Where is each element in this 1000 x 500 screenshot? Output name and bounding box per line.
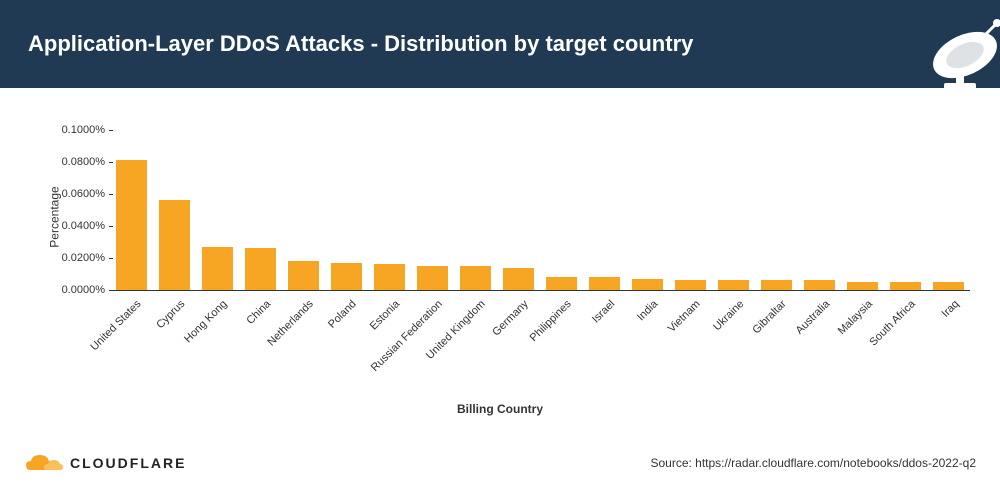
y-tick-label: 0.0800% [62,156,105,168]
x-tick-label: China [244,298,273,327]
bar [116,160,147,290]
bar [890,282,921,290]
bar [546,277,577,290]
source-text: Source: https://radar.cloudflare.com/not… [650,456,976,470]
plot-area [110,130,970,290]
x-tick-label: Malaysia [836,298,875,337]
bar-chart: Percentage Billing Country 0.0000% 0.0200… [0,130,1000,430]
bar [245,248,276,290]
bar [761,280,792,290]
x-tick-label: Ukraine [711,298,746,333]
satellite-dish-icon [900,5,1000,100]
x-tick-label: Philippines [528,298,574,344]
bar [159,200,190,290]
cloudflare-logo: CLOUDFLARE [24,450,186,476]
bar [460,266,491,290]
chart-title: Application-Layer DDoS Attacks - Distrib… [28,31,693,57]
bar [632,279,663,290]
bar [202,247,233,290]
x-axis-line [110,290,970,291]
bar [288,261,319,290]
y-tick-label: 0.0000% [62,284,105,296]
bar [804,280,835,290]
x-tick-label: Israel [589,298,617,326]
x-tick-label: Australia [793,298,832,337]
x-tick-label: Hong Kong [183,298,230,345]
y-axis-label: Percentage [48,186,62,247]
bar [374,264,405,290]
x-tick-label: Cyprus [154,298,187,331]
y-tick-label: 0.0600% [62,188,105,200]
bar [718,280,749,290]
x-tick-label: Vietnam [666,298,703,335]
y-tick-label: 0.0400% [62,220,105,232]
x-tick-label: Germany [491,298,531,338]
x-tick-label: Estonia [368,298,402,332]
bar [675,280,706,290]
bar [933,282,964,290]
y-tick-label: 0.1000% [62,124,105,136]
bar [847,282,878,290]
bar [589,277,620,290]
cloudflare-logo-icon [24,450,64,476]
x-tick-label: Iraq [939,298,961,320]
bar [331,263,362,290]
footer: CLOUDFLARE Source: https://radar.cloudfl… [0,438,1000,500]
y-tick-label: 0.0200% [62,252,105,264]
x-axis-label: Billing Country [0,402,1000,416]
chart-header: Application-Layer DDoS Attacks - Distrib… [0,0,1000,88]
bar [417,266,448,290]
x-tick-label: United States [89,298,144,353]
x-tick-label: Gibraltar [751,298,789,336]
bar [503,268,534,290]
x-tick-label: India [635,298,660,323]
x-tick-label: Poland [326,298,359,331]
cloudflare-logo-text: CLOUDFLARE [70,455,186,471]
x-tick-label: South Africa [868,298,918,348]
